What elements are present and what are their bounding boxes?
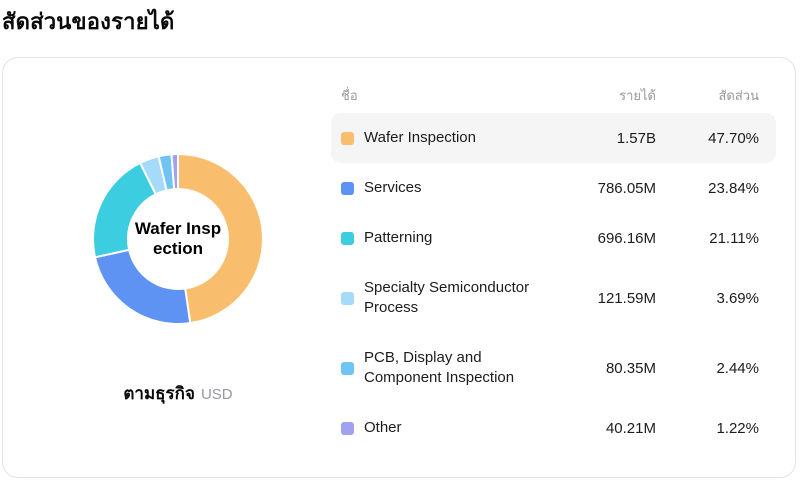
column-header-name: ชื่อ (341, 87, 358, 103)
donut-slice-services[interactable] (94, 248, 192, 325)
donut-footer-unit: USD (200, 386, 233, 403)
legend-color-swatch (341, 291, 354, 305)
legend-table: ชื่อ รายได้ สัดส่วน Wafer Inspection 1.57… (331, 82, 776, 453)
legend-color-swatch (341, 361, 354, 375)
row-revenue: 1.57B (616, 129, 656, 147)
table-row[interactable]: Specialty Semiconductor Process 121.59M 3.… (331, 263, 776, 333)
row-revenue: 40.21M (605, 419, 656, 437)
table-row[interactable]: Other 40.21M 1.22% (331, 403, 776, 453)
row-revenue: 80.35M (605, 359, 656, 377)
row-share: 3.69% (716, 289, 759, 307)
column-header-share: สัดส่วน (718, 87, 760, 103)
table-row[interactable]: Patterning 696.16M 21.11% (331, 213, 776, 263)
row-share: 2.44% (716, 359, 759, 377)
table-row[interactable]: PCB, Display and Component Inspection 80.… (331, 333, 776, 403)
row-share: 47.70% (708, 129, 759, 147)
legend-table-body: Wafer Inspection 1.57B 47.70% Services 786.0… (331, 113, 776, 453)
donut-footer-label: ตามธุรกิจ (123, 384, 195, 403)
page-title: สัดส่วนของรายได้ (2, 9, 175, 34)
legend-table-header: ชื่อ รายได้ สัดส่วน (331, 82, 776, 108)
row-revenue: 121.59M (597, 289, 656, 307)
donut-chart: Wafer Insp ection (83, 144, 273, 334)
table-row[interactable]: Services 786.05M 23.84% (331, 163, 776, 213)
row-revenue: 696.16M (597, 229, 656, 247)
legend-color-swatch (341, 181, 354, 195)
row-name: Patterning (364, 229, 433, 247)
legend-color-swatch (341, 131, 354, 145)
row-share: 23.84% (708, 179, 759, 197)
legend-color-swatch (341, 421, 354, 435)
table-row[interactable]: Wafer Inspection 1.57B 47.70% (331, 113, 776, 163)
row-name: Specialty Semiconductor Process (364, 279, 530, 316)
revenue-share-card: Wafer Insp ection ตามธุรกิจ USD ชื่อ รายไ… (2, 57, 796, 478)
donut-chart-svg (92, 153, 264, 325)
column-header-revenue: รายได้ (619, 87, 656, 103)
row-name: Other (364, 419, 402, 437)
row-name: Services (364, 179, 422, 197)
donut-slice-other[interactable] (170, 153, 179, 191)
row-name: PCB, Display and Component Inspection (364, 349, 515, 386)
row-name: Wafer Inspection (364, 129, 476, 147)
donut-slice-wafer-inspection[interactable] (177, 153, 264, 325)
row-share: 21.11% (709, 229, 759, 247)
row-revenue: 786.05M (597, 179, 656, 197)
row-share: 1.22% (716, 419, 759, 437)
donut-footer: ตามธุรกิจ USD (28, 380, 328, 407)
legend-color-swatch (341, 231, 354, 245)
